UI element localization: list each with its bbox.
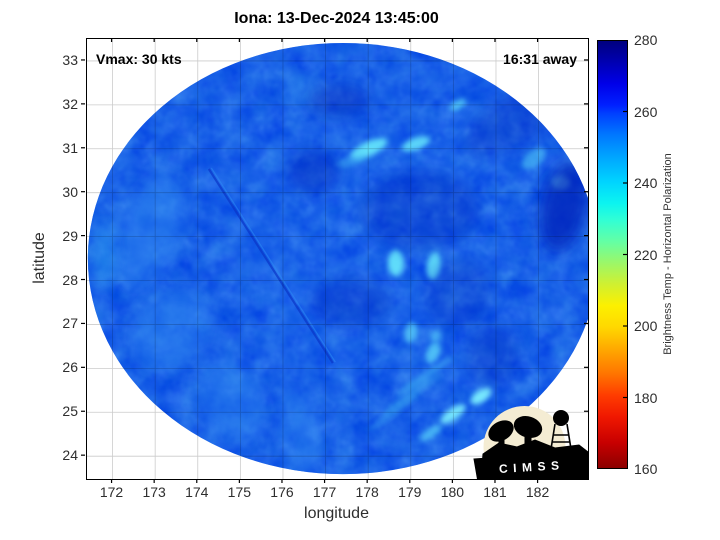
dark-patch [539,160,588,252]
colorbar-tick-label: 280 [634,32,658,48]
light-band [116,174,186,288]
logo-silhouette [473,410,588,479]
colorbar-tick-label: 160 [634,461,658,477]
y-tick-label: 30 [62,183,78,200]
y-tick-label: 28 [62,271,78,288]
rain-band-streak [367,393,420,432]
convective-cell [350,137,388,160]
colorbar-tick-label: 200 [634,318,658,334]
y-tick-label: 33 [62,51,78,68]
plot-axes: CIMSS Vmax: 30 kts 16:31 away [86,38,589,480]
y-tick-label: 29 [62,227,78,244]
colorbar-tick-label: 220 [634,246,658,263]
colorbar [597,40,628,469]
y-tick-label: 24 [62,447,78,464]
colorbar-tick-label: 260 [634,103,658,120]
convective-cell [387,249,404,277]
colorbar-tick-label: 240 [634,175,658,191]
dark-patch [310,278,392,327]
x-tick-label: 173 [142,484,166,500]
colorbar-label: Brightness Temp - Horizontal Polarizatio… [662,153,674,355]
y-tick-label: 32 [62,95,78,112]
convective-cell [440,404,466,424]
y-tick-label: 25 [62,403,78,420]
swath-heatmap [87,39,588,479]
x-axis-label: longitude [304,505,369,522]
logo-banner [473,450,588,479]
dark-patch [423,258,492,329]
y-tick-label: 27 [62,315,78,332]
convective-cell [419,424,442,442]
page-title: Iona: 13-Dec-2024 13:45:00 [234,10,439,27]
dark-patch [466,324,518,386]
x-tick-label: 172 [99,484,124,500]
x-tick-label: 180 [440,484,465,500]
convective-cell [336,154,366,168]
convective-cell [430,330,442,342]
y-tick-label: 26 [62,359,78,376]
eta-annotation: 16:31 away [503,51,577,67]
x-tick-label: 182 [525,484,550,500]
dark-patch [308,85,369,116]
x-tick-label: 175 [227,484,252,500]
convective-cell [404,322,418,344]
convective-cell [450,98,467,111]
light-band [132,290,210,372]
x-tick-label: 177 [312,484,337,500]
convective-cell [470,387,492,405]
convective-cell [425,342,441,364]
cimss-logo: CIMSS [473,406,588,479]
logo-text: CIMSS [499,458,565,476]
x-tick-label: 174 [185,484,209,500]
x-tick-label: 178 [355,484,379,500]
water-tower-icon [553,410,569,426]
x-tick-label: 179 [398,484,422,500]
convective-cell [521,147,547,171]
light-patch [93,219,115,290]
vmax-annotation: Vmax: 30 kts [96,51,182,67]
cimss-logo-group: CIMSS [473,406,588,479]
convective-cell [401,136,431,152]
light-band [197,358,265,444]
colorbar-tick-label: 180 [634,389,658,406]
dark-patch [287,148,339,193]
rain-band-streak [395,357,452,397]
satellite-dish-icon [488,420,514,442]
y-tick-label: 31 [62,139,78,156]
scan-streak [207,168,334,364]
rain-band-streak [381,373,441,416]
gridlines [87,39,588,479]
x-tick-label: 176 [270,484,294,500]
light-band [279,386,322,475]
dark-patch [359,170,479,250]
x-tick-label: 181 [483,484,507,500]
